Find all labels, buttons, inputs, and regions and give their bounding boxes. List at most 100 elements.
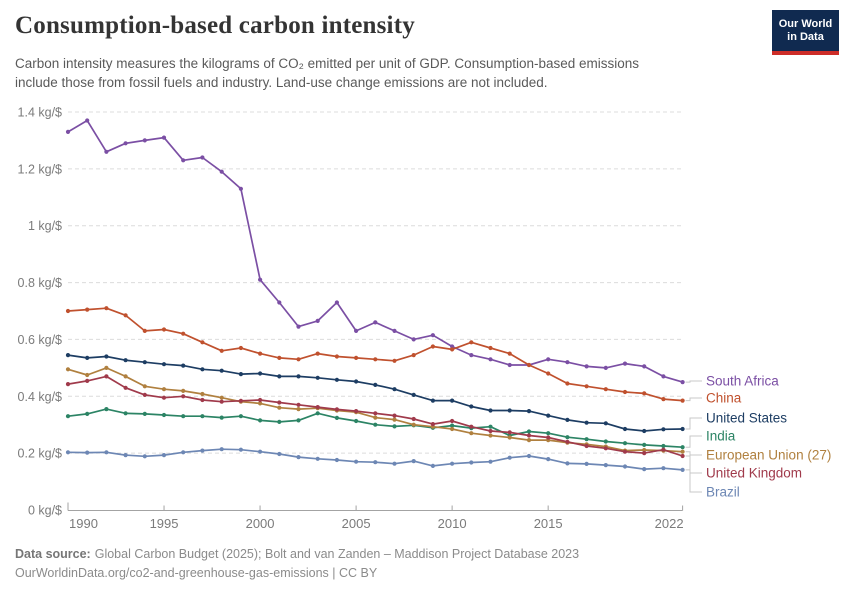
- legend-label-india[interactable]: India: [706, 429, 736, 444]
- data-point: [411, 392, 416, 397]
- x-axis-tick-label: 2015: [534, 516, 563, 531]
- data-point: [181, 388, 186, 393]
- data-point: [65, 382, 71, 387]
- data-point: [277, 419, 282, 424]
- data-point: [123, 374, 128, 379]
- data-point: [181, 394, 186, 399]
- data-point: [469, 404, 474, 409]
- y-axis-tick-label: 0.4 kg/$: [18, 390, 63, 404]
- data-point: [661, 427, 666, 432]
- data-point: [565, 360, 570, 365]
- page-footer: Data source: Global Carbon Budget (2025);…: [15, 545, 579, 583]
- data-point: [85, 411, 90, 416]
- data-point: [546, 457, 551, 462]
- x-axis-tick-label: 1995: [150, 516, 179, 531]
- data-point: [450, 418, 455, 424]
- data-point: [161, 412, 167, 418]
- data-point: [411, 416, 416, 422]
- data-point: [622, 426, 628, 432]
- series-south-africa: [65, 118, 685, 385]
- data-point: [258, 449, 263, 454]
- data-point: [315, 318, 320, 323]
- data-point: [181, 331, 186, 336]
- data-point: [680, 426, 685, 432]
- data-point: [603, 439, 608, 444]
- data-point: [354, 459, 359, 464]
- data-point: [373, 411, 378, 416]
- x-axis-tick-label: 2005: [342, 516, 371, 531]
- x-axis-tick-label: 1990: [69, 516, 98, 531]
- data-point: [430, 344, 435, 349]
- owid-logo[interactable]: Our World in Data: [772, 10, 839, 55]
- data-point: [488, 433, 493, 438]
- data-point: [546, 431, 551, 436]
- data-point: [334, 354, 339, 359]
- data-point: [526, 438, 532, 443]
- y-axis-tick-label: 0.6 kg/$: [18, 333, 63, 347]
- data-point: [258, 397, 263, 403]
- y-axis-tick-label: 0.8 kg/$: [18, 276, 63, 290]
- data-point: [123, 358, 128, 363]
- line-path: [67, 119, 683, 383]
- data-point: [430, 398, 435, 403]
- data-point: [584, 437, 589, 442]
- data-point: [142, 392, 147, 397]
- y-axis-tick-label: 1 kg/$: [28, 219, 62, 233]
- x-axis-tick-label: 2022: [655, 516, 684, 531]
- legend-label-european-union-27[interactable]: European Union (27): [706, 448, 831, 463]
- subtitle-line-2: include those from fossil fuels and indu…: [15, 75, 548, 90]
- data-point: [258, 401, 263, 406]
- legend-connector: [685, 380, 702, 383]
- legend-label-united-kingdom[interactable]: United Kingdom: [706, 466, 802, 481]
- owid-logo-box: Our World in Data: [772, 10, 839, 51]
- data-point: [411, 422, 416, 427]
- data-point: [488, 424, 493, 429]
- data-point: [142, 411, 147, 416]
- data-point: [219, 395, 224, 400]
- legend-label-china[interactable]: China: [706, 391, 742, 406]
- data-point: [104, 450, 109, 455]
- data-point: [392, 413, 397, 418]
- data-point: [65, 308, 71, 314]
- legend-label-south-africa[interactable]: South Africa: [706, 374, 779, 389]
- owid-logo-accent-strip: [772, 51, 839, 55]
- data-point: [142, 328, 147, 333]
- data-point: [603, 387, 608, 392]
- data-point: [334, 377, 339, 382]
- data-point: [565, 439, 570, 444]
- data-point: [296, 407, 301, 412]
- data-point: [565, 435, 570, 440]
- data-point: [469, 340, 474, 345]
- data-point: [392, 417, 397, 422]
- data-point: [469, 431, 474, 436]
- data-point: [603, 463, 608, 468]
- data-point: [161, 327, 167, 332]
- data-point: [85, 118, 90, 123]
- data-point: [526, 453, 532, 459]
- legend-connector: [685, 417, 702, 430]
- license-link[interactable]: OurWorldinData.org/co2-and-greenhouse-ga…: [15, 566, 378, 580]
- data-point: [584, 461, 589, 466]
- data-point: [142, 138, 147, 143]
- data-point: [603, 446, 608, 451]
- data-point: [315, 456, 320, 461]
- data-point: [680, 453, 685, 459]
- data-point: [161, 135, 167, 140]
- data-point: [161, 387, 167, 392]
- legend-label-brazil[interactable]: Brazil: [706, 485, 740, 500]
- data-point: [584, 443, 589, 449]
- data-source-text: Global Carbon Budget (2025); Bolt and va…: [94, 547, 580, 561]
- data-point: [469, 353, 474, 358]
- data-source-line: Data source: Global Carbon Budget (2025);…: [15, 545, 579, 564]
- data-point: [238, 398, 243, 403]
- data-point: [104, 149, 109, 154]
- data-point: [238, 345, 243, 351]
- page-subtitle: Carbon intensity measures the kilograms …: [15, 54, 639, 92]
- data-point: [123, 141, 128, 146]
- data-point: [334, 415, 339, 420]
- data-source-label: Data source:: [15, 547, 91, 561]
- series-brazil: [65, 447, 685, 472]
- legend-label-united-states[interactable]: United States: [706, 411, 787, 426]
- data-point: [661, 397, 666, 402]
- data-point: [277, 405, 282, 410]
